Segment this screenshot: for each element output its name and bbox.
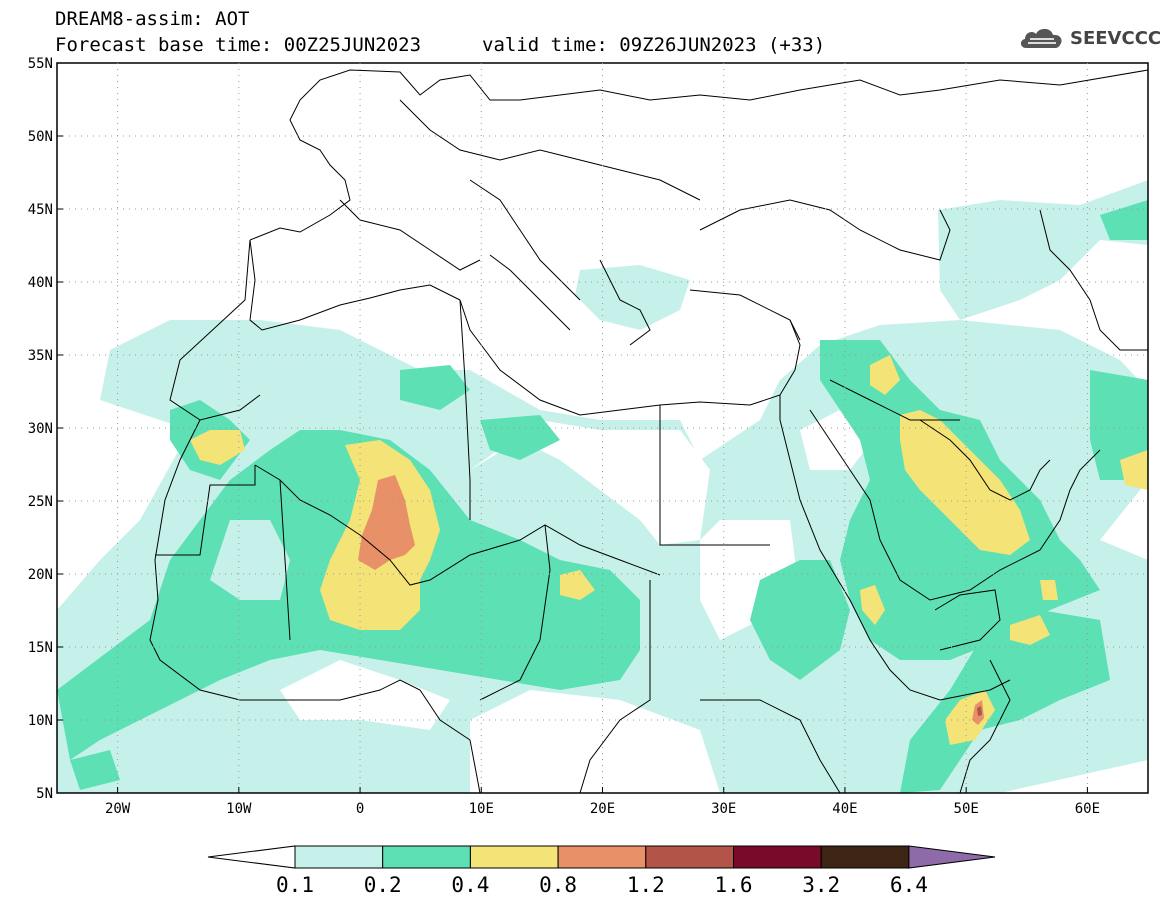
lat-label: 55N — [28, 56, 53, 72]
colorbar-label: 1.2 — [627, 873, 665, 897]
lat-label: 30N — [28, 421, 53, 437]
lon-label: 50E — [954, 801, 979, 817]
colorbar: 0.1 0.2 0.4 0.8 1.2 1.6 3.2 6.4 — [207, 845, 996, 897]
lat-label: 10N — [28, 713, 53, 729]
colorbar-label: 0.1 — [276, 873, 314, 897]
colorbar-segment — [469, 845, 559, 869]
colorbar-segment — [294, 845, 384, 869]
colorbar-label: 3.2 — [802, 873, 840, 897]
longitude-labels: 20W 10W 0 10E 20E 30E 40E 50E 60E — [105, 801, 1100, 817]
lon-label: 20W — [105, 801, 131, 817]
lat-label: 25N — [28, 494, 53, 510]
lon-label: 40E — [832, 801, 857, 817]
latitude-labels: 55N 50N 45N 40N 35N 30N 25N 20N 15N 10N 5N — [28, 56, 53, 802]
seevccc-logo: SEEVCCC — [1018, 24, 1161, 52]
colorbar-label: 1.6 — [715, 873, 753, 897]
lon-label: 10E — [469, 801, 494, 817]
colorbar-segment — [645, 845, 734, 869]
map-title: DREAM8-assim: AOT — [55, 8, 250, 30]
lat-label: 20N — [28, 567, 53, 583]
colorbar-segment — [557, 845, 647, 869]
lat-label: 35N — [28, 348, 53, 364]
lon-label: 20E — [590, 801, 615, 817]
colorbar-label: 0.4 — [451, 873, 489, 897]
lat-label: 15N — [28, 640, 53, 656]
lon-label: 0 — [356, 801, 364, 817]
lat-label: 50N — [28, 129, 53, 145]
graticule — [57, 62, 1148, 794]
colorbar-label: 6.4 — [890, 873, 928, 897]
lon-label: 10W — [226, 801, 252, 817]
valid-time: valid time: 09Z26JUN2023 (+33) — [482, 34, 826, 56]
colorbar-segment — [382, 845, 471, 869]
colorbar-under-arrow — [207, 845, 296, 869]
colorbar-label: 0.2 — [364, 873, 402, 897]
colorbar-label: 0.8 — [539, 873, 577, 897]
lon-label: 60E — [1075, 801, 1100, 817]
colorbar-segment — [820, 845, 910, 869]
lon-label: 30E — [711, 801, 736, 817]
cloud-icon — [1020, 28, 1062, 48]
colorbar-over-arrow — [908, 845, 996, 869]
lat-label: 45N — [28, 202, 53, 218]
colorbar-segment — [733, 845, 822, 869]
lat-label: 5N — [36, 786, 53, 802]
forecast-base-time: Forecast base time: 00Z25JUN2023 — [55, 34, 422, 56]
aot-1.2-field — [977, 706, 982, 716]
lat-label: 40N — [28, 275, 53, 291]
logo-text: SEEVCCC — [1070, 27, 1162, 49]
